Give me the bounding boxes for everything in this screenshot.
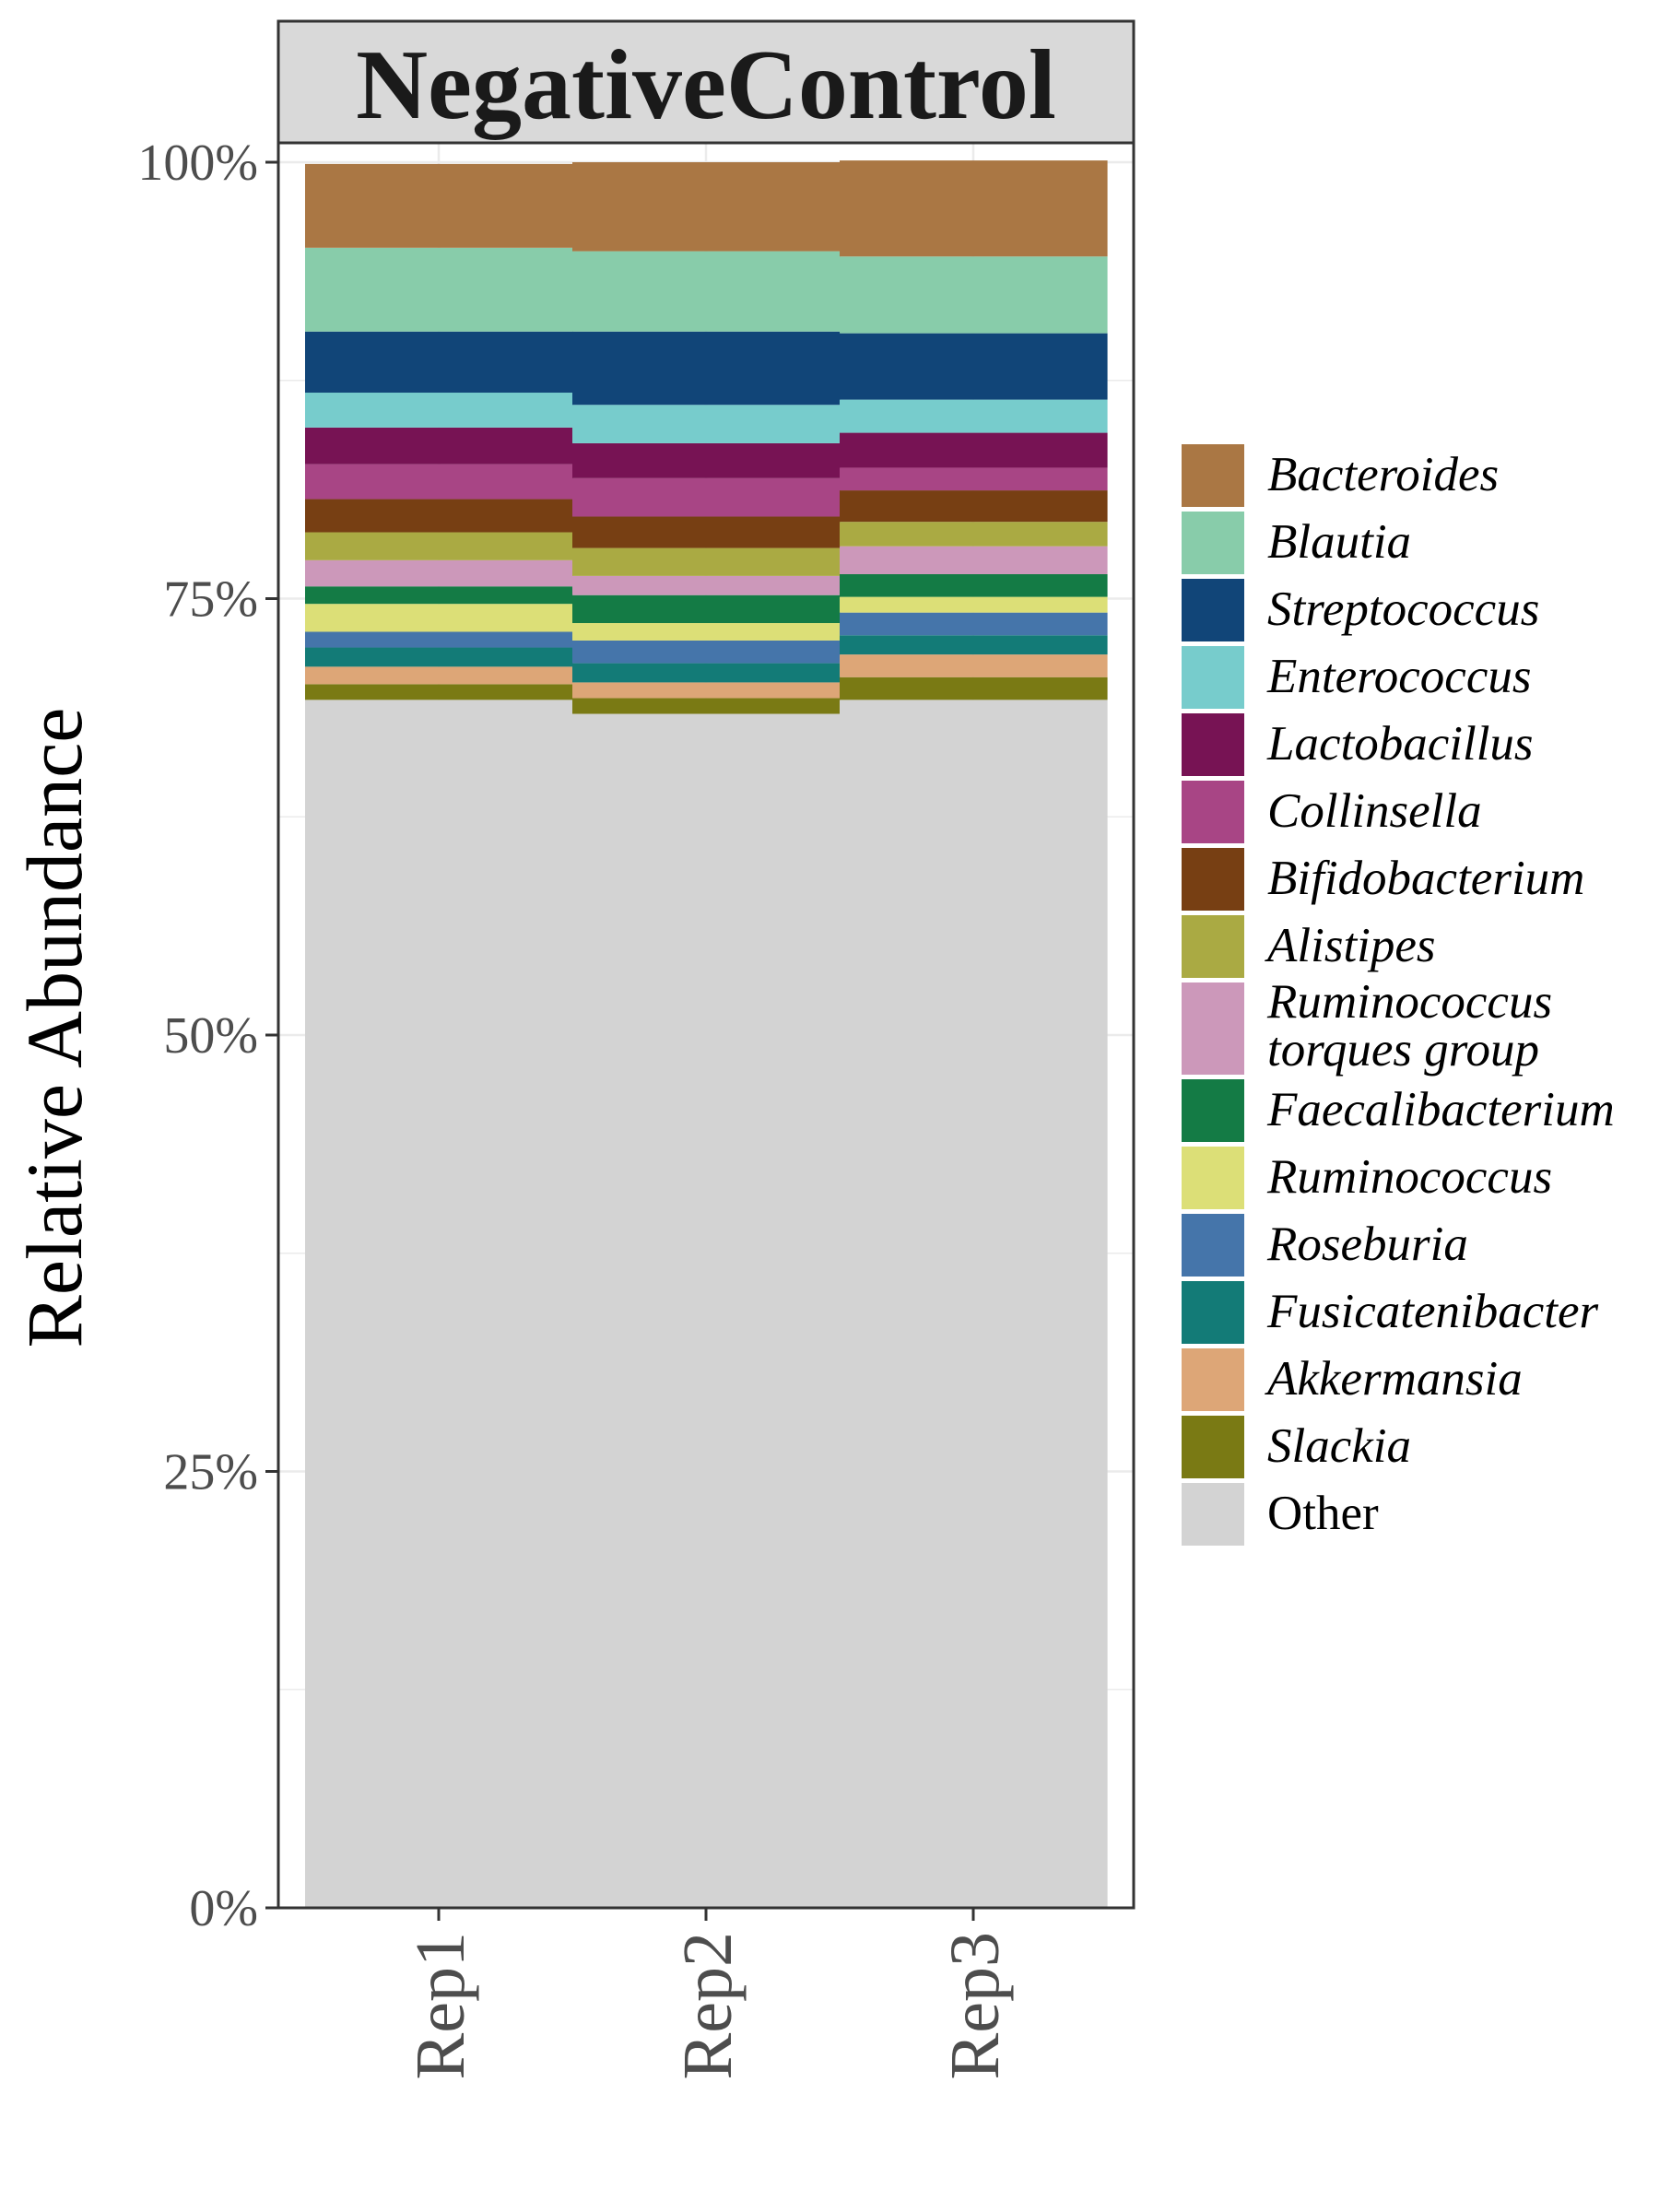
legend-key <box>1182 915 1244 978</box>
bar-segment <box>840 546 1108 574</box>
bar-segment <box>572 594 841 624</box>
legend-key <box>1182 1348 1244 1411</box>
x-tick-label: Rep3 <box>936 1932 1014 2079</box>
bar-segment <box>840 256 1108 334</box>
bar-segment <box>572 405 841 443</box>
bar-segment <box>840 654 1108 677</box>
legend-key <box>1182 713 1244 776</box>
bar-segment <box>840 573 1108 597</box>
y-tick-label: 50% <box>163 1007 258 1065</box>
legend-label: Bacteroides <box>1267 448 1499 501</box>
legend-label: Ruminococcus <box>1266 1150 1552 1204</box>
bar-segment <box>572 442 841 478</box>
bar-segment <box>840 612 1108 636</box>
bar-segment <box>305 464 573 500</box>
legend-label: Roseburia <box>1266 1218 1468 1271</box>
legend-label: Slackia <box>1267 1419 1411 1473</box>
bar-segment <box>840 160 1108 257</box>
legend-label: Streptococcus <box>1267 582 1539 636</box>
bar-segment <box>305 647 573 667</box>
bar-segment <box>305 604 573 632</box>
bar-segment <box>840 490 1108 523</box>
bar-segment <box>572 575 841 595</box>
bar-segment <box>572 162 841 252</box>
legend-label: Akkermansia <box>1265 1352 1523 1406</box>
bar-segment <box>572 663 841 683</box>
bar-segment <box>572 547 841 576</box>
y-tick-label: 25% <box>163 1444 258 1501</box>
y-tick-label: 0% <box>189 1880 258 1937</box>
x-axis: Rep1 Rep2 Rep3 <box>402 1908 1014 2079</box>
legend-key <box>1182 982 1244 1075</box>
bars <box>305 160 1108 1908</box>
bar-segment <box>840 467 1108 491</box>
legend-label: Fusicatenibacter <box>1266 1285 1598 1338</box>
y-axis-label: Relative Abundance <box>10 708 99 1348</box>
legend-label: Blautia <box>1267 515 1411 569</box>
legend-key <box>1182 444 1244 507</box>
bar-segment <box>305 666 573 685</box>
legend-key <box>1182 781 1244 843</box>
legend-key <box>1182 512 1244 574</box>
bar-segment <box>305 247 573 332</box>
bar-segment <box>305 499 573 533</box>
bar-segment <box>572 251 841 332</box>
bar-segment <box>305 559 573 587</box>
bar-segment <box>840 522 1108 547</box>
legend-label: Bifidobacterium <box>1267 852 1584 905</box>
legend-label: Ruminococcus torques group <box>1266 975 1552 1077</box>
bar-segment <box>305 700 573 1908</box>
legend-key <box>1182 579 1244 641</box>
bar-segment <box>840 432 1108 468</box>
bar-segment <box>840 677 1108 700</box>
legend: Bacteroides Blautia Streptococcus Enterococ… <box>1182 444 1615 1546</box>
bar-segment <box>572 516 841 548</box>
bar-segment <box>305 684 573 700</box>
bar-segment <box>305 532 573 560</box>
y-tick-label: 100% <box>137 135 258 192</box>
facet-title: NegativeControl <box>356 30 1056 140</box>
bar-segment <box>305 586 573 605</box>
legend-key <box>1182 646 1244 709</box>
legend-key <box>1182 848 1244 911</box>
legend-label: Collinsella <box>1267 784 1482 838</box>
legend-key <box>1182 1214 1244 1277</box>
legend-key <box>1182 1147 1244 1209</box>
bar-segment <box>840 596 1108 613</box>
bar-segment <box>572 623 841 641</box>
x-tick-label: Rep2 <box>669 1932 747 2079</box>
bar-segment <box>572 640 841 664</box>
bar-segment <box>572 331 841 406</box>
bar-segment <box>305 393 573 428</box>
legend-label: Alistipes <box>1265 919 1436 972</box>
legend-key <box>1182 1281 1244 1344</box>
bar-segment <box>572 682 841 699</box>
legend-label: Faecalibacterium <box>1266 1083 1615 1136</box>
legend-key <box>1182 1079 1244 1142</box>
bar-segment <box>305 331 573 394</box>
bar-segment <box>840 700 1108 1908</box>
bar-segment <box>840 333 1108 400</box>
legend-key <box>1182 1416 1244 1478</box>
y-tick-label: 75% <box>163 571 258 629</box>
bar-segment <box>305 163 573 248</box>
legend-key <box>1182 1483 1244 1546</box>
legend-label: Lactobacillus <box>1266 717 1534 771</box>
legend-label: Other <box>1267 1487 1379 1540</box>
facet-strip <box>276 19 1135 145</box>
bar-segment <box>840 635 1108 655</box>
bar-segment <box>305 631 573 648</box>
bar-segment <box>572 698 841 714</box>
legend-label: Enterococcus <box>1266 650 1531 703</box>
x-tick-label: Rep1 <box>402 1932 479 2079</box>
bar-segment <box>572 477 841 517</box>
bar-segment <box>840 399 1108 433</box>
bar-segment <box>305 427 573 465</box>
bar-segment <box>572 713 841 1908</box>
y-axis: 0% 25% 50% 75% 100% <box>137 135 278 1937</box>
